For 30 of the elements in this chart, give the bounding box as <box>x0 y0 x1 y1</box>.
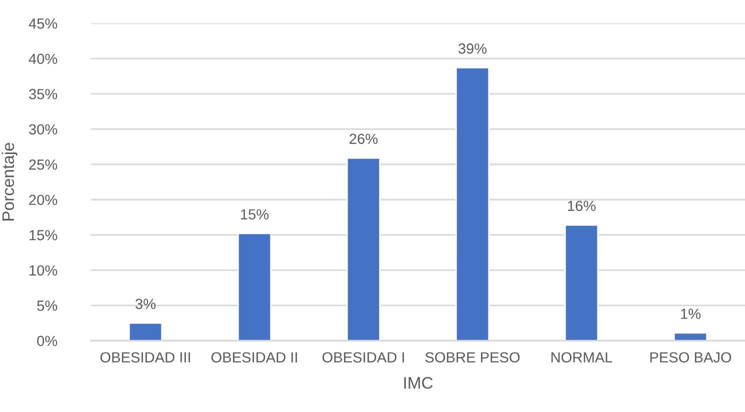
y-tick-label: 45% <box>28 18 58 29</box>
data-label: 39% <box>458 43 487 54</box>
x-tick-label: PESO BAJO <box>650 352 732 363</box>
y-tick-label: 30% <box>29 124 58 135</box>
x-tick-label: OBESIDAD III <box>100 352 190 363</box>
bar <box>564 224 599 341</box>
data-label: 1% <box>681 308 701 319</box>
y-tick-label: 10% <box>30 265 58 276</box>
x-tick-label: OBESIDAD I <box>322 352 404 363</box>
x-tick-label: NORMAL <box>552 352 612 363</box>
data-label: 15% <box>241 209 269 220</box>
y-tick-label: 35% <box>29 88 58 100</box>
y-axis-title: Porcentaje <box>2 142 18 220</box>
y-tick-label: 5% <box>37 300 58 311</box>
x-tick-label: OBESIDAD II <box>211 352 297 363</box>
x-tick-label: SOBRE PESO <box>425 352 520 363</box>
bar <box>128 322 163 341</box>
bar <box>237 232 272 341</box>
bar <box>673 332 708 341</box>
y-tick-label: 25% <box>29 159 58 170</box>
bar <box>346 157 381 341</box>
x-axis-title: IMC <box>404 376 433 389</box>
y-tick-label: 15% <box>30 230 58 240</box>
bar <box>455 67 490 341</box>
y-tick-label: 20% <box>29 194 58 206</box>
data-label: 16% <box>568 200 596 212</box>
data-label: 3% <box>136 298 156 310</box>
y-tick-label: 40% <box>28 54 58 64</box>
data-label: 26% <box>350 134 378 144</box>
y-tick-label: 0% <box>37 336 58 346</box>
